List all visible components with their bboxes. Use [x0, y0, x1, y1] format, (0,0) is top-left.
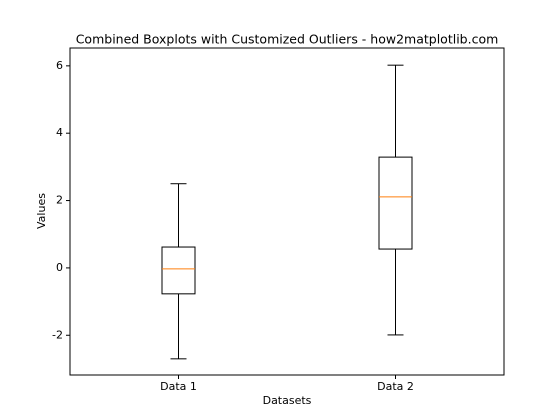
y-tick-label: 2: [56, 194, 63, 207]
box: [161, 246, 196, 295]
box: [378, 156, 413, 250]
y-tick-label: 4: [56, 126, 63, 139]
y-tick-label: 0: [56, 261, 63, 274]
x-tick-label: Data 2: [377, 380, 414, 393]
plot-frame: [69, 47, 505, 376]
y-axis-label: Values: [35, 193, 48, 229]
y-tick-label: -2: [52, 328, 63, 341]
y-tick-label: 6: [56, 59, 63, 72]
x-axis-label: Datasets: [263, 394, 312, 407]
chart-title: Combined Boxplots with Customized Outlie…: [76, 32, 499, 47]
x-tick-label: Data 1: [160, 380, 197, 393]
